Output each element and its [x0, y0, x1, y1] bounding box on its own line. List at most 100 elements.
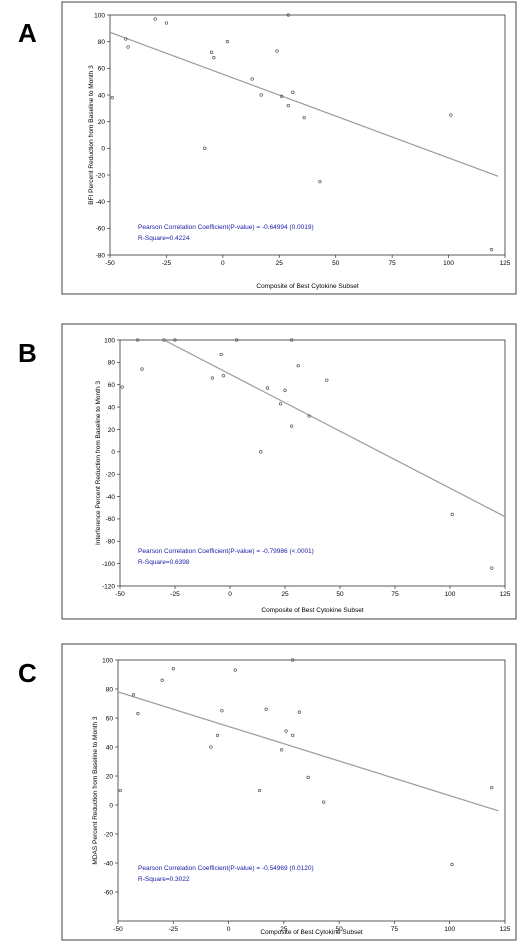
data-point [257, 788, 262, 793]
data-point [264, 707, 268, 711]
plot-area [117, 659, 506, 922]
data-point [286, 13, 290, 17]
x-tick-label: 100 [444, 926, 455, 933]
x-tick-label: 100 [445, 591, 456, 598]
panel-b: B -50 -25 0 25 50 75 100 125 -120 -100 -80 -60 -40 -2… [0, 305, 520, 620]
y-tick-label: 60 [98, 66, 106, 73]
regression-line [117, 691, 499, 812]
x-tick-label: 0 [228, 591, 232, 598]
data-point [490, 566, 494, 570]
data-point [171, 667, 175, 671]
y-tick-label: 20 [98, 119, 106, 126]
y-tick-label: 60 [108, 382, 116, 389]
correlation-annotation: Pearson Correlation Coefficient(P-value)… [138, 865, 314, 872]
data-point [259, 450, 263, 454]
data-point [291, 733, 295, 738]
data-point [286, 104, 290, 108]
y-axis-title: BFI Percent Reduction from Baseline to M… [88, 65, 95, 205]
r-square-annotation: R-Square=0.3022 [138, 876, 190, 883]
data-point [212, 56, 216, 60]
data-point [220, 709, 224, 713]
data-point [120, 385, 124, 389]
y-tick-label: 20 [106, 773, 114, 780]
y-tick-label: -40 [106, 494, 116, 501]
data-point [278, 402, 283, 406]
x-tick-label: -25 [170, 591, 180, 598]
y-tick-label: 40 [98, 92, 106, 99]
y-tick-label: -40 [96, 199, 106, 206]
y-tick-label: 0 [111, 449, 115, 456]
data-point [209, 745, 213, 749]
y-tick-label: -20 [104, 831, 114, 838]
x-tick-label: 75 [391, 926, 399, 933]
data-point [284, 729, 288, 733]
data-point [135, 338, 140, 342]
data-point [297, 710, 301, 714]
x-tick-label: 125 [500, 260, 511, 267]
x-tick-label: 25 [281, 591, 289, 598]
y-tick-label: -20 [106, 471, 116, 478]
x-tick-label: -50 [113, 926, 123, 933]
y-tick-label: -100 [102, 561, 115, 568]
data-point [289, 338, 294, 342]
y-axis-title: Interference Percent Reduction from Base… [95, 381, 102, 545]
x-tick-label: 25 [280, 926, 288, 933]
scatter-chart-b: -50 -25 0 25 50 75 100 125 -120 -100 -80 -60 -40 -20 0… [61, 323, 517, 620]
panel-label-b: B [18, 338, 37, 368]
y-tick-label: 100 [94, 12, 105, 19]
y-tick-label: -60 [106, 516, 116, 523]
data-point [450, 862, 454, 867]
x-tick-label: 50 [336, 591, 344, 598]
data-point [291, 658, 295, 662]
plot-area [109, 14, 506, 256]
y-tick-label: 100 [102, 657, 113, 664]
y-tick-label: -80 [96, 252, 106, 259]
x-tick-label: 50 [332, 260, 340, 267]
data-point [449, 113, 453, 117]
data-point [162, 338, 166, 342]
data-point [289, 424, 294, 428]
y-tick-label: -20 [96, 172, 106, 179]
x-axis-title: Composite of Best Cytokine Subset [261, 607, 363, 614]
data-point [296, 364, 300, 368]
data-point [153, 17, 157, 21]
data-point [318, 180, 322, 184]
data-point [126, 45, 130, 49]
x-axis-title: Composite of Best Cytokine Subset [256, 283, 358, 290]
y-tick-label: -120 [102, 583, 115, 590]
x-tick-label: 0 [227, 926, 231, 933]
r-square-annotation: R-Square=0.6398 [138, 559, 190, 566]
data-point [259, 93, 263, 97]
y-tick-label: 0 [109, 802, 113, 809]
plot-area [119, 339, 506, 587]
regression-line [109, 31, 499, 177]
data-point [234, 338, 239, 342]
y-tick-label: 40 [108, 404, 116, 411]
data-point [140, 367, 144, 371]
x-tick-label: -50 [115, 591, 125, 598]
data-point [250, 77, 254, 81]
scatter-chart-a: -50 -25 0 25 50 75 100 125 -80 -60 -40 -20 0 20 40 60 80… [61, 1, 517, 295]
x-tick-label: 0 [221, 260, 225, 267]
y-axis-title: MDAS Percent Reduction from Baseline to … [92, 716, 99, 865]
y-tick-label: 60 [106, 715, 114, 722]
data-point [283, 388, 287, 392]
x-tick-label: 75 [389, 260, 397, 267]
y-tick-label: -60 [104, 889, 114, 896]
correlation-annotation: Pearson Correlation Coefficient(P-value)… [138, 224, 314, 231]
x-tick-label: 125 [500, 926, 511, 933]
data-point [118, 788, 122, 793]
y-tick-label: 40 [106, 744, 114, 751]
regression-line [163, 339, 506, 518]
data-point [203, 146, 207, 150]
x-tick-label: 50 [336, 926, 344, 933]
panel-a: A -50 -25 0 25 50 75 100 125 -80 -60 -40 -20 0 20 40 60… [0, 0, 520, 305]
x-tick-label: -50 [105, 260, 115, 267]
outer-frame [61, 643, 517, 941]
correlation-annotation: Pearson Correlation Coefficient(P-value)… [138, 548, 314, 555]
panel-c: C -50 -25 0 25 50 75 100 125 -60 -40 -20 0 20 40 60 80 1… [0, 620, 520, 941]
x-tick-label: 75 [391, 591, 399, 598]
data-point [124, 37, 128, 41]
y-tick-label: 20 [108, 427, 116, 434]
data-point [279, 94, 284, 98]
